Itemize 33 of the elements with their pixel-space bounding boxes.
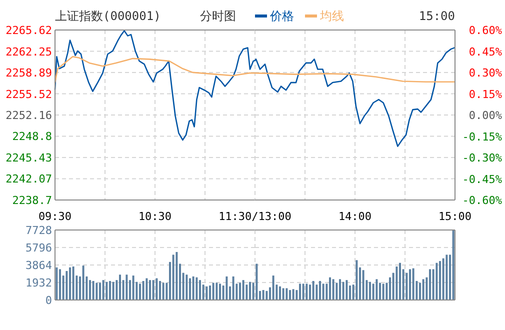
y-tick-label: 3864 [26, 259, 52, 272]
x-tick-label: 11:30/13:00 [218, 210, 292, 223]
y-tick-label: 2242.07 [6, 172, 52, 186]
legend-label: 价格 [269, 9, 294, 23]
x-tick-label: 10:30 [138, 210, 172, 223]
y-tick-label: 2255.52 [6, 88, 52, 101]
text: 0.00% [468, 109, 502, 122]
text: 0.15% [468, 88, 502, 101]
y-tick-label: 2258.89 [6, 66, 52, 80]
text: -0.60% [462, 194, 502, 207]
text: -0.15% [462, 130, 502, 144]
y-tick-label: 2245.43 [6, 152, 52, 164]
y-tick-label: 0 [45, 294, 52, 307]
y-tick-label: 2262.25 [6, 45, 52, 58]
y-tick-label: 2248.8 [12, 130, 52, 144]
legend-label: 均线 [319, 9, 344, 23]
chart-subtitle: 分时图 [200, 9, 236, 23]
text: 0.45% [468, 45, 502, 58]
y-tick-label: 2265.62 [6, 24, 52, 37]
y-tick-label: 1932 [26, 276, 52, 290]
x-tick-label: 15:00 [438, 210, 472, 223]
text: -0.30% [462, 152, 502, 164]
y-tick-label: 2238.7 [12, 194, 52, 207]
text: 0.60% [468, 24, 502, 37]
x-tick-label: 14:00 [338, 210, 372, 223]
text: 0.30% [468, 66, 502, 80]
y-tick-label: 2252.16 [6, 109, 52, 122]
text: -0.45% [462, 172, 502, 186]
chart-title: 上证指数(000001) [55, 9, 161, 23]
text: 15:00 [418, 9, 455, 23]
y-tick-label: 7728 [26, 224, 52, 237]
x-tick-label: 09:30 [38, 210, 72, 223]
y-tick-label: 5796 [26, 242, 52, 254]
